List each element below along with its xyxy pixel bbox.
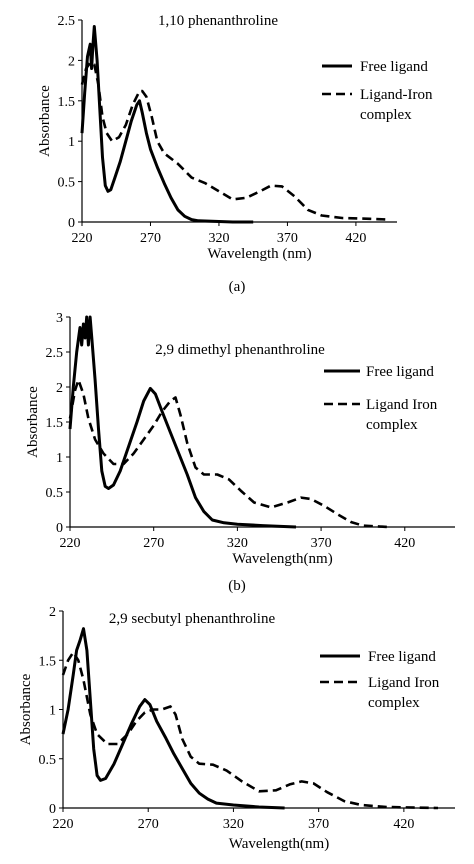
legend: Free ligand Ligand Iron complex [320,649,440,711]
legend-label-complex: Ligand Iron complex [366,397,438,433]
x-tick-label: 320 [208,231,229,246]
y-tick-label: 3 [56,311,63,326]
y-tick-label: 2 [68,54,75,69]
y-tick-label: 0.5 [46,486,64,501]
y-tick-label: 2.5 [58,14,76,29]
series-line-free-ligand [61,627,285,810]
x-tick-label: 220 [60,536,81,551]
legend-label-free-ligand: Free ligand [366,364,434,380]
series-line-free-ligand [68,315,297,529]
chart-panel-3: 0 0.5 1 1.5 2 220 270 320 370 420 Wavelength(nm) Ab… [18,605,455,852]
y-tick-label: 2.5 [46,346,64,361]
chart-caption: (a) [229,279,246,295]
x-axis-label: Wavelength(nm) [229,836,329,852]
chart-panel-1: 0 0.5 1 1.5 2 2.5 220 270 320 370 420 Wavelength (n… [37,13,433,295]
y-tick-label: 1.5 [39,654,57,669]
legend-label-complex: Ligand Iron complex [368,675,440,711]
y-axis-label: Absorbance [18,673,34,745]
y-tick-label: 2 [49,605,56,620]
series-line-complex [61,651,439,810]
chart-title: 2,9 secbutyl phenanthroline [109,611,276,627]
legend: Free ligand Ligand Iron complex [324,364,438,433]
series-line-free-ligand [80,25,254,224]
chart-panel-2: 0 0.5 1 1.5 2 2.5 3 220 270 320 370 420 Wavelength(n… [25,311,455,594]
y-tick-label: 0.5 [39,753,57,768]
x-axis-label: Wavelength (nm) [207,246,311,262]
x-tick-label: 320 [227,536,248,551]
y-tick-label: 0 [56,521,63,536]
x-tick-label: 270 [143,536,164,551]
y-tick-label: 1.5 [58,95,76,110]
x-tick-label: 320 [223,817,244,832]
y-tick-label: 1.5 [46,416,64,431]
x-tick-label: 220 [53,817,74,832]
series-line-complex [68,378,389,529]
x-tick-label: 270 [138,817,159,832]
y-tick-label: 1 [49,704,56,719]
legend-label-complex: Ligand-Iron complex [360,87,433,123]
x-tick-label: 420 [345,231,366,246]
legend-label-free-ligand: Free ligand [368,649,436,665]
y-tick-label: 0 [49,802,56,817]
x-tick-label: 370 [277,231,298,246]
chart-caption: (b) [228,578,246,594]
legend: Free ligand Ligand-Iron complex [322,59,433,123]
x-tick-label: 370 [308,817,329,832]
x-tick-label: 420 [394,536,415,551]
y-tick-label: 1 [68,135,75,150]
x-tick-label: 370 [311,536,332,551]
x-tick-label: 420 [393,817,414,832]
y-tick-label: 0.5 [58,176,76,191]
y-axis-label: Absorbance [25,386,41,458]
y-axis-label: Absorbance [37,85,53,157]
x-tick-label: 220 [72,231,93,246]
chart-title: 1,10 phenanthroline [158,13,278,29]
y-tick-label: 1 [56,451,63,466]
legend-label-free-ligand: Free ligand [360,59,428,75]
x-axis-label: Wavelength(nm) [232,551,332,567]
chart-title: 2,9 dimethyl phenanthroline [155,342,325,358]
x-tick-label: 270 [140,231,161,246]
series-line-complex [80,61,391,221]
y-tick-label: 0 [68,216,75,231]
y-tick-label: 2 [56,381,63,396]
